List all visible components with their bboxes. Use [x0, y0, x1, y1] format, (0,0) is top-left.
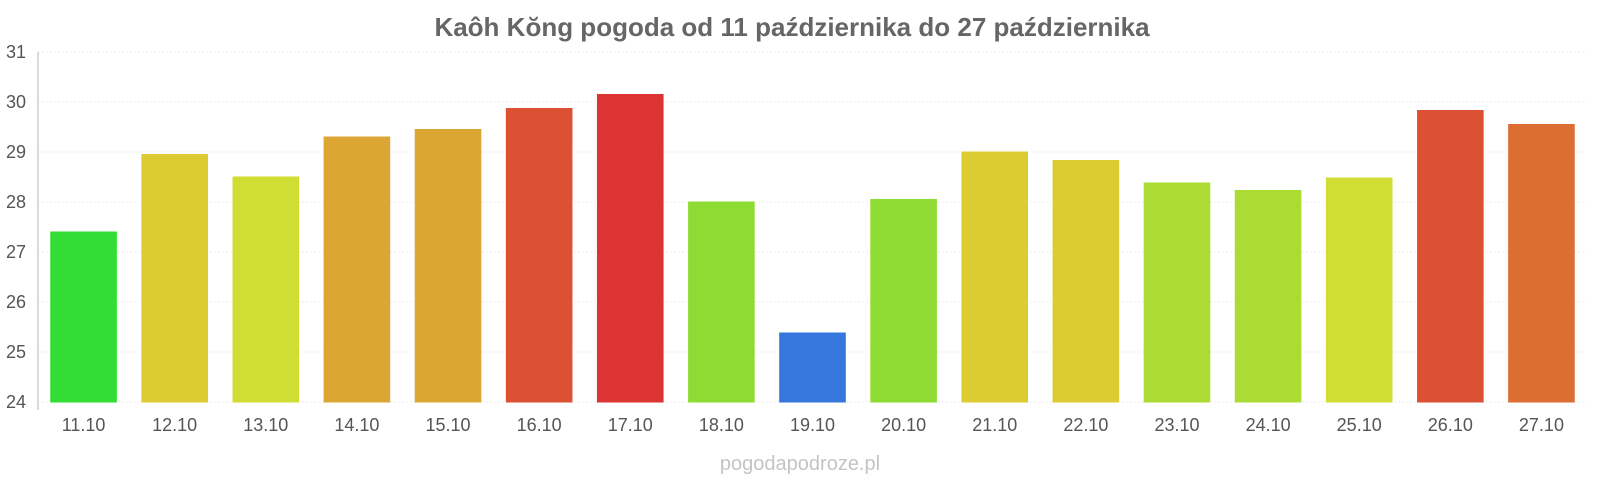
chart-title: Kaôh Kŏng pogoda od 11 października do 2… [434, 12, 1150, 42]
y-axis-ticks: 24 25 26 27 28 29 30 31 [6, 42, 26, 412]
bar [961, 151, 1029, 403]
x-tick-label: 18.10 [699, 415, 744, 435]
bar [1143, 182, 1211, 403]
bar [779, 332, 846, 403]
bar [141, 154, 208, 403]
bar [1234, 190, 1302, 403]
bar [1508, 124, 1575, 403]
bar [323, 136, 391, 403]
x-tick-label: 23.10 [1154, 415, 1199, 435]
y-tick-label: 31 [6, 42, 26, 62]
x-axis-ticks: 11.10 12.10 13.10 14.10 15.10 16.10 17.10 18.10… [62, 415, 1564, 435]
bar [50, 231, 117, 403]
x-tick-label: 12.10 [152, 415, 197, 435]
y-tick-label: 25 [6, 342, 26, 362]
y-tick-label: 27 [6, 242, 26, 262]
x-tick-label: 24.10 [1246, 415, 1291, 435]
x-tick-label: 14.10 [334, 415, 379, 435]
bar [1417, 110, 1484, 403]
bar [870, 199, 937, 403]
x-tick-label: 20.10 [881, 415, 926, 435]
x-tick-label: 13.10 [243, 415, 288, 435]
bar [505, 108, 573, 403]
x-tick-label: 25.10 [1337, 415, 1382, 435]
bar [232, 176, 300, 403]
x-tick-label: 27.10 [1519, 415, 1564, 435]
bars [50, 94, 1575, 403]
y-tick-label: 29 [6, 142, 26, 162]
x-tick-label: 21.10 [972, 415, 1017, 435]
y-tick-label: 28 [6, 192, 26, 212]
bar [596, 94, 664, 403]
x-tick-label: 26.10 [1428, 415, 1473, 435]
x-tick-label: 19.10 [790, 415, 835, 435]
bar [1325, 177, 1393, 403]
x-tick-label: 11.10 [62, 415, 106, 435]
y-tick-label: 26 [6, 292, 26, 312]
bar [688, 201, 755, 403]
y-tick-label: 24 [6, 392, 26, 412]
x-tick-label: 17.10 [608, 415, 653, 435]
bar [1052, 160, 1120, 403]
y-tick-label: 30 [6, 92, 26, 112]
watermark: pogodapodroze.pl [720, 453, 880, 475]
x-tick-label: 22.10 [1063, 415, 1108, 435]
x-tick-label: 15.10 [426, 415, 471, 435]
bar [414, 129, 482, 403]
x-tick-label: 16.10 [517, 415, 562, 435]
